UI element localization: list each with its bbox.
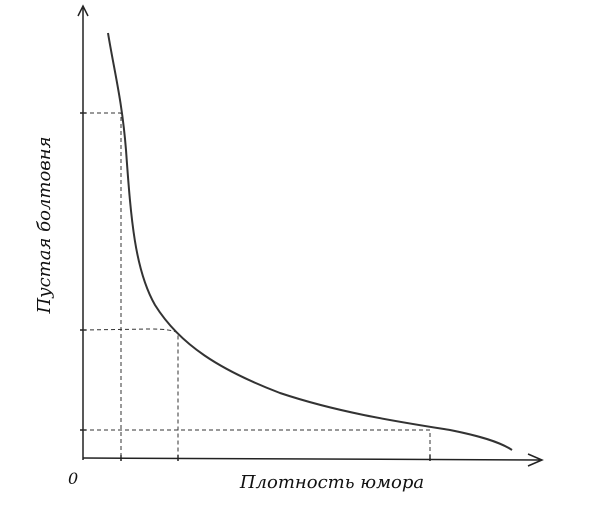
y-arrow <box>77 4 89 17</box>
y-axis-label: Пустая болтовня <box>34 136 55 314</box>
x-axis-label: Плотность юмора <box>239 472 424 493</box>
x-axis <box>82 457 541 461</box>
x-arrow <box>527 453 544 467</box>
guide-line <box>83 112 122 458</box>
origin-label: 0 <box>68 469 78 488</box>
curve <box>107 32 513 451</box>
guide-line <box>82 328 179 458</box>
guide-line <box>83 429 431 458</box>
